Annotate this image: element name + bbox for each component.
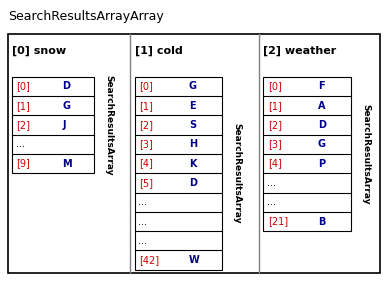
Text: [5]: [5]: [139, 178, 153, 188]
Text: M: M: [62, 158, 72, 169]
Text: D: D: [189, 178, 197, 188]
Text: A: A: [317, 101, 325, 111]
Text: [2] weather: [2] weather: [263, 45, 337, 56]
Text: SearchResultsArray: SearchResultsArray: [104, 75, 113, 175]
Text: [1]: [1]: [139, 101, 153, 111]
Text: [42]: [42]: [139, 255, 160, 265]
Text: B: B: [317, 216, 325, 227]
Bar: [12, 77, 94, 173]
Text: SearchResultsArray: SearchResultsArray: [232, 123, 242, 224]
Text: [9]: [9]: [16, 158, 30, 169]
Text: [3]: [3]: [139, 139, 153, 149]
Text: [0] snow: [0] snow: [12, 45, 66, 56]
Text: [4]: [4]: [268, 158, 282, 169]
Text: J: J: [62, 120, 66, 130]
Text: SearchResultsArray: SearchResultsArray: [361, 104, 370, 204]
Text: [0]: [0]: [268, 81, 282, 91]
Text: [1]: [1]: [268, 101, 282, 111]
Bar: [8, 34, 380, 273]
Bar: [135, 77, 222, 270]
Text: [1] cold: [1] cold: [135, 45, 182, 56]
Text: ...: ...: [138, 216, 147, 227]
Text: ...: ...: [138, 236, 147, 246]
Text: H: H: [189, 139, 197, 149]
Text: [1]: [1]: [16, 101, 30, 111]
Text: ...: ...: [138, 197, 147, 207]
Text: F: F: [317, 81, 324, 91]
Text: G: G: [189, 81, 197, 91]
Text: P: P: [317, 158, 325, 169]
Text: K: K: [189, 158, 197, 169]
Text: [4]: [4]: [139, 158, 153, 169]
Text: ...: ...: [267, 178, 276, 188]
Text: [21]: [21]: [268, 216, 288, 227]
Text: [3]: [3]: [268, 139, 282, 149]
Text: W: W: [189, 255, 200, 265]
Bar: [263, 77, 351, 231]
Text: E: E: [189, 101, 195, 111]
Text: [2]: [2]: [139, 120, 153, 130]
Text: SearchResultsArrayArray: SearchResultsArrayArray: [8, 10, 163, 23]
Text: D: D: [62, 81, 71, 91]
Text: ...: ...: [16, 139, 25, 149]
Text: ...: ...: [267, 197, 276, 207]
Text: G: G: [317, 139, 326, 149]
Text: G: G: [62, 101, 71, 111]
Text: [2]: [2]: [16, 120, 30, 130]
Text: [2]: [2]: [268, 120, 282, 130]
Text: D: D: [317, 120, 326, 130]
Text: S: S: [189, 120, 196, 130]
Text: [0]: [0]: [16, 81, 30, 91]
Text: [0]: [0]: [139, 81, 153, 91]
